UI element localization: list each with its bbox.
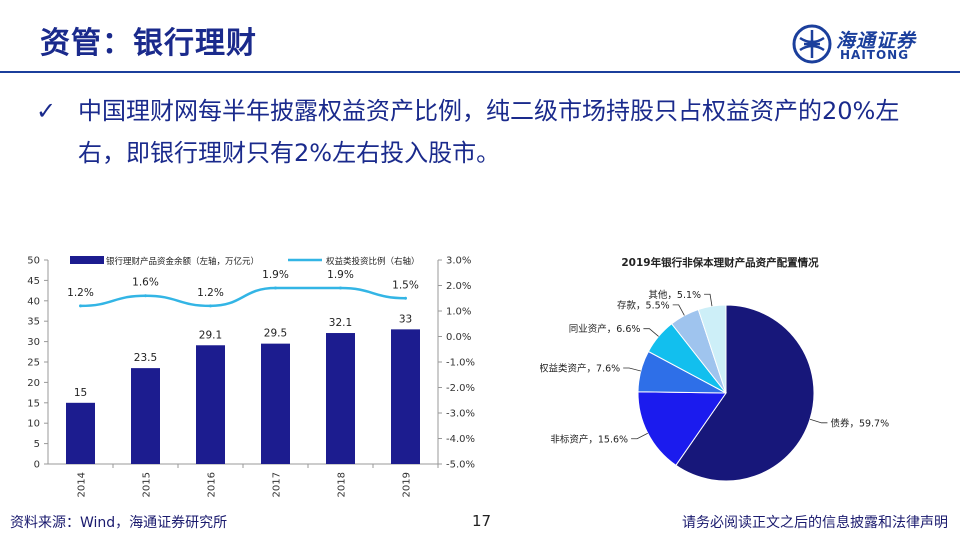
pie-slice-label: 权益类资产，7.6%	[540, 363, 620, 375]
pie-leader-line	[704, 293, 713, 307]
equity-ratio-line	[80, 286, 406, 308]
pie-title: 2019年银行非保本理财产品资产配置情况	[621, 256, 819, 269]
bar-2015	[131, 368, 160, 464]
x-axis-tick-label: 2019	[402, 472, 413, 497]
pie-slice-label: 同业资产，6.6%	[569, 323, 641, 335]
x-axis-tick-label: 2017	[272, 472, 283, 497]
legend-label-line: 权益类投资比例（右轴）	[326, 256, 420, 267]
bar-2016	[196, 345, 225, 464]
left-axis-tick-label: 20	[27, 378, 40, 389]
left-axis-tick-label: 5	[34, 439, 40, 450]
bar-2019	[391, 329, 420, 464]
line-value-label: 1.9%	[327, 269, 354, 281]
bar-value-label: 33	[399, 313, 412, 325]
legend-swatch-bar	[70, 256, 104, 264]
left-axis-tick-label: 40	[27, 296, 40, 307]
pie-slice-label: 其他，5.1%	[648, 289, 701, 301]
bullet-text: 中国理财网每半年披露权益资产比例，纯二级市场持股只占权益资产的20%左右，即银行…	[78, 97, 900, 167]
x-axis-tick-label: 2014	[77, 472, 88, 497]
x-axis-tick-label: 2018	[337, 472, 348, 497]
left-axis-tick-label: 25	[27, 358, 40, 369]
bar-value-label: 15	[74, 387, 87, 399]
haitong-emblem-icon	[792, 24, 832, 64]
right-axis-tick-label: -4.0%	[446, 434, 475, 445]
bar-2014	[66, 402, 95, 464]
page-number: 17	[472, 512, 492, 530]
line-point-2019	[404, 296, 407, 300]
pie-slice-label: 债券，59.7%	[830, 417, 889, 429]
disclaimer: 请务必阅读正文之后的信息披露和法律声明	[682, 515, 948, 531]
line-point-2015	[144, 294, 147, 298]
left-axis-tick-label: 15	[27, 398, 40, 409]
right-axis-tick-label: -1.0%	[446, 358, 475, 369]
legend-label-bar: 银行理财产品资金余额（左轴，万亿元）	[106, 256, 259, 267]
pie-leader-line	[809, 418, 828, 424]
line-value-label: 1.2%	[67, 287, 94, 299]
line-value-label: 1.6%	[132, 277, 159, 289]
bar-value-label: 23.5	[134, 352, 157, 364]
bar-2017	[261, 343, 290, 464]
x-axis-tick-label: 2015	[142, 472, 153, 497]
logo-english-name: HAITONG	[840, 48, 910, 62]
left-axis-tick-label: 0	[34, 460, 40, 471]
right-axis-tick-label: 3.0%	[446, 256, 471, 267]
line-value-label: 1.2%	[197, 287, 224, 299]
haitong-logo: 海通证券 HAITONG	[792, 24, 942, 68]
left-axis-tick-label: 30	[27, 337, 40, 348]
right-axis-tick-label: -3.0%	[446, 409, 475, 420]
left-axis-tick-label: 35	[27, 317, 40, 328]
right-axis-tick-label: -5.0%	[446, 460, 475, 471]
source-note: 资料来源：Wind，海通证券研究所	[10, 515, 228, 531]
right-axis-tick-label: 0.0%	[446, 332, 471, 343]
x-axis-tick-label: 2016	[207, 472, 218, 497]
bar-line-chart: 0 5 10 15 20 25 30 35 40 45 50 -5.0% -4.0% -3.0% -2.0%…	[27, 256, 475, 498]
line-point-2014	[79, 304, 82, 308]
pie-slice-label: 存款，5.5%	[617, 299, 670, 311]
pie-slice-非标资产	[637, 391, 727, 467]
bar-value-label: 32.1	[329, 317, 352, 329]
right-axis-tick-label: 1.0%	[446, 307, 471, 318]
left-axis-tick-label: 10	[27, 419, 40, 430]
pie-leader-line	[623, 367, 641, 372]
bar-2018	[326, 333, 355, 464]
right-axis-tick-label: 2.0%	[446, 281, 471, 292]
bar-value-label: 29.5	[264, 328, 287, 340]
line-point-2018	[339, 286, 342, 290]
left-axis-tick-label: 45	[27, 276, 40, 287]
left-axis-tick-label: 50	[27, 256, 40, 267]
line-point-2017	[274, 286, 277, 290]
line-point-2016	[209, 304, 212, 308]
right-axis-tick-label: -2.0%	[446, 383, 475, 394]
bar-value-label: 29.1	[199, 329, 222, 341]
header-divider	[0, 71, 960, 73]
pie-slice-债券	[675, 304, 815, 482]
line-value-label: 1.9%	[262, 269, 289, 281]
line-value-label: 1.5%	[392, 279, 419, 291]
pie-leader-line	[631, 432, 648, 440]
pie-leader-line	[643, 328, 659, 337]
pie-leader-line	[672, 304, 685, 316]
pie-slice-label: 非标资产，15.6%	[550, 433, 628, 445]
pie-slice-其他	[697, 304, 727, 394]
logo-chinese-name: 海通证券	[836, 30, 917, 52]
checkmark-icon: ✓	[36, 97, 57, 125]
bullet-point: ✓ 中国理财网每半年披露权益资产比例，纯二级市场持股只占权益资产的20%左右，即…	[36, 90, 938, 174]
page-title: 资管：银行理财	[40, 26, 257, 61]
